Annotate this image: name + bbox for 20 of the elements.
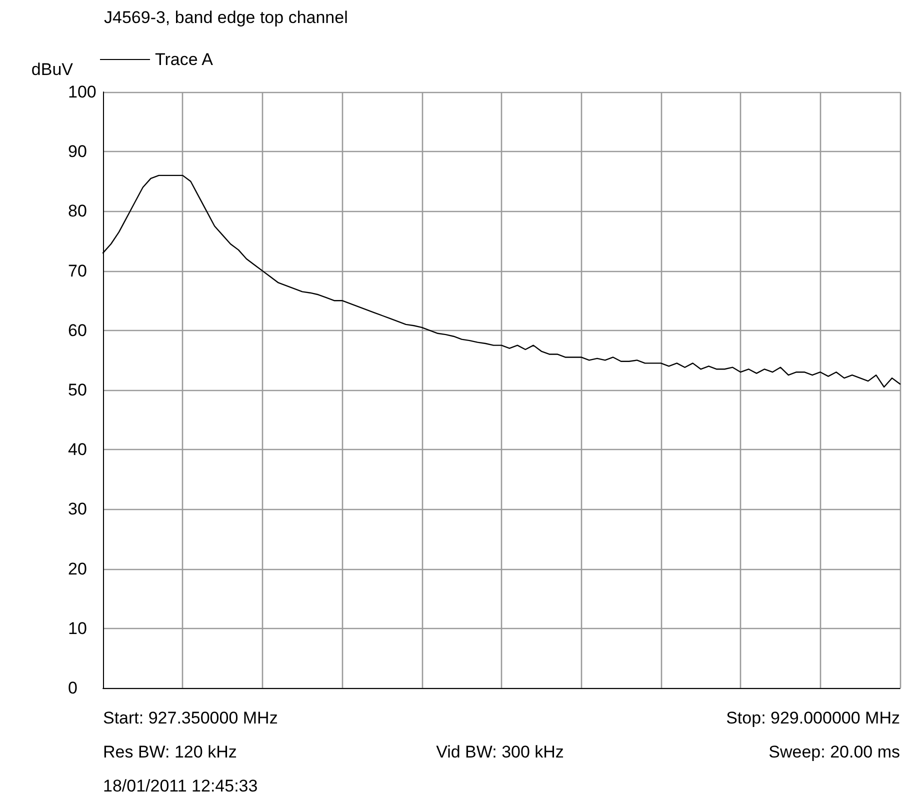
y-tick-label: 70 (68, 261, 87, 280)
y-tick-label: 100 (68, 82, 96, 102)
y-axis-title: dBuV (31, 60, 74, 79)
text: Res BW: 120 kHz (103, 742, 237, 762)
text: Stop: 929.000000 MHz (726, 708, 900, 728)
y-tick-label: 90 (68, 142, 87, 162)
y-tick-label: 50 (68, 380, 87, 400)
text: 18/01/2011 12:45:33 (103, 776, 258, 796)
y-tick-label: 60 (68, 320, 87, 340)
y-tick-label: 10 (68, 618, 87, 638)
text: Start: 927.350000 MHz (103, 708, 278, 728)
y-tick-label: 0 (68, 678, 78, 698)
text: Vid BW: 300 kHz (436, 742, 564, 762)
text: Sweep: 20.00 ms (768, 742, 900, 762)
y-tick-label: 80 (68, 202, 87, 221)
y-tick-label: 30 (68, 500, 87, 519)
y-tick-label: 20 (68, 559, 87, 578)
chart-title: J4569-3, band edge top channel (104, 8, 348, 27)
y-tick-label: 40 (68, 440, 87, 460)
legend-label: Trace A (155, 50, 214, 69)
